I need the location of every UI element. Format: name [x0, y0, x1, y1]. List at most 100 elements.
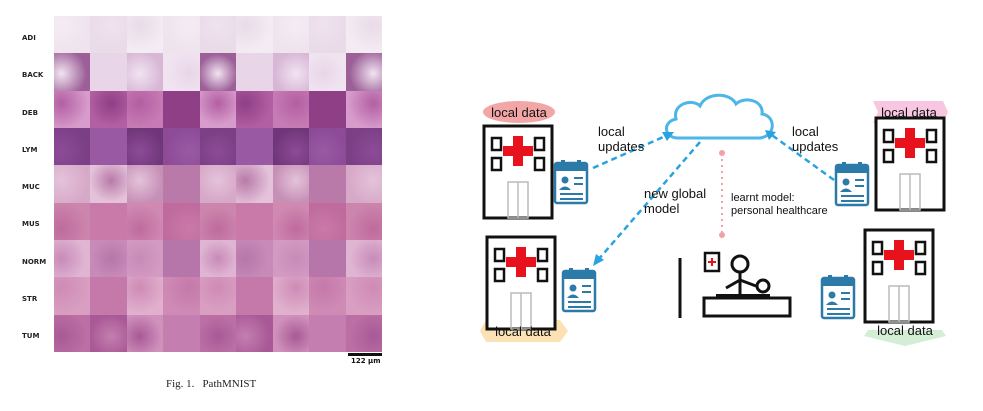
tissue-tile: [309, 277, 347, 316]
clipboard-icon-top-left: [553, 158, 589, 205]
local-data-label-top-left: local data: [491, 104, 547, 120]
tissue-tile: [309, 53, 347, 92]
tissue-tile: [345, 128, 383, 166]
tissue-tile: [163, 16, 201, 54]
tissue-tile: [272, 314, 310, 353]
tissue-tile: [272, 128, 310, 166]
tissue-tile: [54, 90, 91, 129]
tissue-tile: [236, 202, 274, 241]
tissue-tile: [126, 53, 164, 92]
arrow-local-updates-left: [592, 132, 671, 170]
tissue-tile: [236, 128, 274, 166]
tissue-tile: [236, 90, 274, 129]
arrow-new-global-model: [597, 141, 701, 261]
row-label-lym: LYM: [22, 146, 38, 154]
tissue-tile: [345, 202, 383, 241]
hospital-icon-bottom-right: [863, 228, 935, 324]
tissue-tile: [163, 53, 201, 92]
tissue-tile: [54, 240, 91, 278]
row-label-mus: MUS: [22, 220, 40, 228]
tissue-tile: [236, 314, 274, 353]
tissue-tile: [345, 277, 383, 316]
tissue-tile: [199, 240, 237, 278]
tissue-tile: [163, 240, 201, 278]
caption-title: PathMNIST: [202, 378, 257, 390]
row-label-deb: DEB: [22, 109, 38, 117]
tissue-tile: [90, 128, 128, 166]
hospital-icon-bottom-left: [485, 235, 557, 331]
tissue-tile: [163, 90, 201, 129]
tissue-tile: [199, 165, 237, 204]
hospital-icon-top-left: [482, 124, 554, 220]
figure-caption: Fig. 1. PathMNIST: [166, 378, 256, 390]
local-data-badge-top-left: [483, 101, 555, 123]
tissue-tile: [163, 314, 201, 353]
tissue-tile: [54, 16, 91, 54]
scale-bar-label: 122 μm: [351, 357, 381, 365]
tissue-tile: [272, 202, 310, 241]
tissue-tile: [309, 165, 347, 204]
tissue-tile: [90, 165, 128, 204]
row-label-muc: MUC: [22, 183, 40, 191]
tissue-tile: [90, 314, 128, 353]
arrowhead-left-updates: [662, 132, 674, 141]
local-data-label-top-right: local data: [881, 104, 937, 120]
hospital-icon-top-right: [874, 116, 946, 212]
local-data-label-bottom-left: local data: [495, 323, 551, 339]
tissue-tile: [272, 53, 310, 92]
tissue-tile: [163, 165, 201, 204]
tissue-tile: [163, 202, 201, 241]
label-local-updates-right: local updates: [792, 124, 839, 154]
tissue-tile: [90, 53, 128, 92]
tissue-tile: [54, 128, 91, 166]
tissue-tile: [309, 314, 347, 353]
tissue-tile: [199, 314, 237, 353]
row-label-str: STR: [22, 295, 38, 303]
learnt-model-line: [719, 150, 725, 238]
caption-prefix: Fig. 1.: [166, 378, 195, 390]
tissue-tile: [272, 277, 310, 316]
tissue-tile: [126, 165, 164, 204]
local-data-label-bottom-right: local data: [877, 322, 933, 338]
tissue-tile: [199, 277, 237, 316]
label-local-updates-left: local updates: [598, 124, 645, 154]
tissue-tile: [54, 53, 91, 92]
tissue-tile: [126, 202, 164, 241]
tissue-tile: [236, 16, 274, 54]
pathmnist-image-mosaic: [54, 16, 383, 353]
tissue-tile: [236, 240, 274, 278]
tissue-tile: [236, 165, 274, 204]
tissue-tile: [199, 128, 237, 166]
tissue-tile: [126, 16, 164, 54]
tissue-tile: [309, 202, 347, 241]
tissue-tile: [309, 240, 347, 278]
clipboard-icon-bottom-left: [561, 266, 597, 313]
row-label-adi: ADI: [22, 34, 36, 42]
cloud-icon: [665, 93, 774, 140]
tissue-tile: [345, 16, 383, 54]
tissue-tile: [345, 314, 383, 353]
tissue-tile: [345, 165, 383, 204]
tissue-tile: [54, 202, 91, 241]
tissue-tile: [163, 277, 201, 316]
row-label-norm: NORM: [22, 258, 47, 266]
tissue-tile: [126, 240, 164, 278]
tissue-tile: [309, 90, 347, 129]
tissue-tile: [236, 277, 274, 316]
tissue-tile: [199, 202, 237, 241]
tissue-tile: [90, 90, 128, 129]
arrow-local-updates-right: [768, 131, 835, 182]
tissue-tile: [309, 16, 347, 54]
tissue-tile: [272, 240, 310, 278]
tissue-tile: [272, 16, 310, 54]
tissue-tile: [345, 240, 383, 278]
scale-bar: [348, 353, 382, 356]
tissue-tile: [54, 165, 91, 204]
row-label-tum: TUM: [22, 332, 40, 340]
tissue-tile: [236, 53, 274, 92]
tissue-tile: [126, 314, 164, 353]
tissue-tile: [199, 16, 237, 54]
tissue-tile: [126, 277, 164, 316]
tissue-tile: [163, 128, 201, 166]
